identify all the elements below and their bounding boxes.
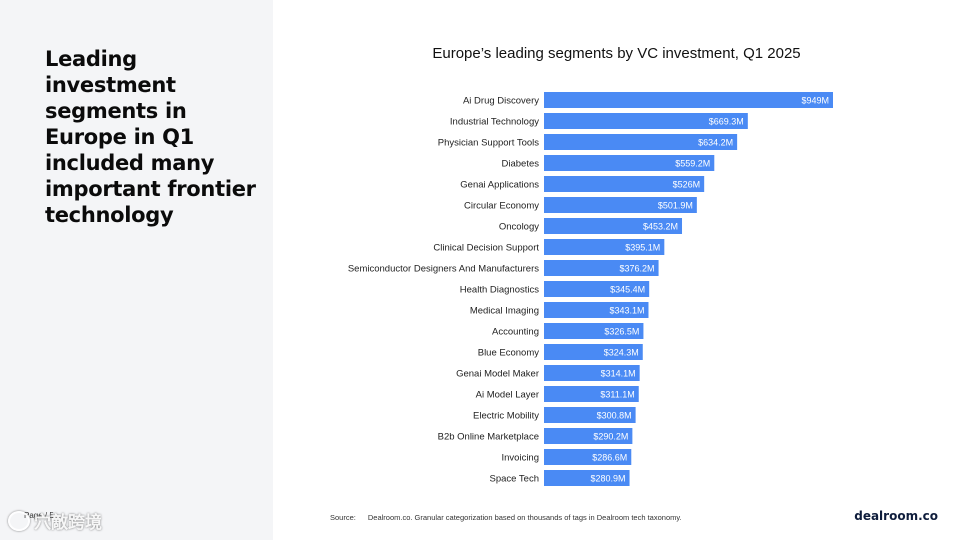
watermark-logo-icon bbox=[8, 510, 30, 531]
left-panel: Leading investment segments in Europe in… bbox=[0, 0, 273, 540]
bar bbox=[544, 344, 643, 360]
chart-title: Europe’s leading segments by VC investme… bbox=[432, 45, 801, 62]
bar bbox=[544, 470, 630, 486]
category-label: Semiconductor Designers And Manufacturer… bbox=[348, 264, 539, 275]
bar bbox=[544, 449, 632, 465]
value-label: $345.4M bbox=[610, 284, 645, 294]
watermark: 穴敵跨境 bbox=[8, 508, 102, 533]
bar bbox=[544, 281, 650, 297]
bar bbox=[544, 407, 636, 423]
category-label: Invoicing bbox=[502, 453, 540, 464]
value-label: $343.1M bbox=[609, 305, 644, 315]
category-label: Industrial Technology bbox=[450, 117, 539, 128]
page-number: Page / 5 bbox=[24, 511, 54, 520]
value-label: $376.2M bbox=[620, 263, 655, 273]
category-label: Genai Model Maker bbox=[456, 369, 539, 380]
category-label: Space Tech bbox=[490, 474, 539, 485]
watermark-text: 穴敵跨境 bbox=[34, 513, 102, 533]
category-label: B2b Online Marketplace bbox=[438, 432, 539, 443]
value-label: $949M bbox=[801, 95, 829, 105]
bar bbox=[544, 260, 659, 276]
value-label: $634.2M bbox=[698, 137, 733, 147]
category-label: Clinical Decision Support bbox=[433, 243, 539, 254]
bar bbox=[544, 428, 633, 444]
value-label: $453.2M bbox=[643, 221, 678, 231]
bar bbox=[544, 239, 665, 255]
bar bbox=[544, 365, 640, 381]
category-label: Oncology bbox=[499, 222, 539, 233]
source-note: Source: Dealroom.co. Granular categoriza… bbox=[330, 513, 682, 522]
category-label: Genai Applications bbox=[460, 180, 539, 191]
bar bbox=[544, 323, 644, 339]
category-label: Diabetes bbox=[502, 159, 540, 170]
bar bbox=[544, 92, 833, 108]
source-label: Source: bbox=[330, 513, 356, 522]
value-label: $286.6M bbox=[592, 452, 627, 462]
dealroom-logo: dealroom.co bbox=[854, 509, 938, 523]
value-label: $324.3M bbox=[604, 347, 639, 357]
category-label: Medical Imaging bbox=[470, 306, 539, 317]
category-label: Health Diagnostics bbox=[460, 285, 539, 296]
value-label: $311.1M bbox=[600, 389, 634, 399]
category-label: Blue Economy bbox=[478, 348, 540, 359]
category-label: Circular Economy bbox=[464, 201, 539, 212]
value-label: $526M bbox=[673, 179, 701, 189]
value-label: $314.1M bbox=[601, 368, 636, 378]
bar bbox=[544, 155, 715, 171]
category-label: Ai Model Layer bbox=[476, 390, 539, 401]
bar bbox=[544, 302, 649, 318]
value-label: $559.2M bbox=[675, 158, 710, 168]
value-label: $395.1M bbox=[625, 242, 660, 252]
category-label: Physician Support Tools bbox=[438, 138, 539, 149]
bar bbox=[544, 197, 697, 213]
bar bbox=[544, 386, 639, 402]
value-label: $280.9M bbox=[591, 473, 626, 483]
value-label: $669.3M bbox=[709, 116, 744, 126]
bar bbox=[544, 113, 748, 129]
category-label: Electric Mobility bbox=[473, 411, 539, 422]
value-label: $326.5M bbox=[604, 326, 639, 336]
category-label: Accounting bbox=[492, 327, 539, 338]
value-label: $290.2M bbox=[593, 431, 628, 441]
category-label: Ai Drug Discovery bbox=[463, 96, 539, 107]
value-label: $300.8M bbox=[597, 410, 632, 420]
bar bbox=[544, 176, 705, 192]
bar bbox=[544, 134, 738, 150]
bar-chart: Ai Drug Discovery $949M Industrial Technol… bbox=[348, 92, 833, 486]
source-text: Dealroom.co. Granular categorization bas… bbox=[367, 513, 682, 522]
value-label: $501.9M bbox=[658, 200, 693, 210]
bar bbox=[544, 218, 683, 234]
headline: Leading investment segments in Europe in… bbox=[45, 47, 256, 227]
